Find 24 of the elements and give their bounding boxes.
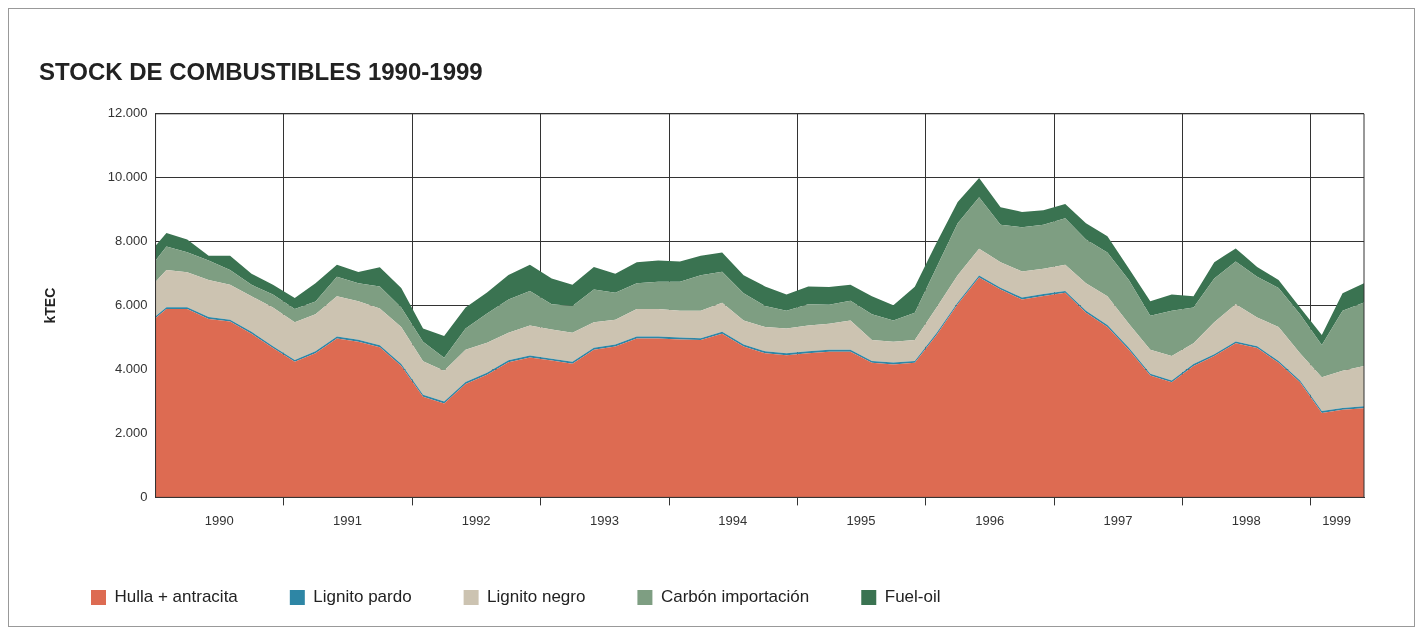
legend-label: Lignito negro xyxy=(487,587,586,607)
legend-label: Hulla + antracita xyxy=(114,587,239,607)
y-tick-label: 8.000 xyxy=(115,233,148,249)
y-tick-label: 12.000 xyxy=(107,105,148,121)
chart-title: STOCK DE COMBUSTIBLES 1990-1999 xyxy=(39,58,483,86)
legend-label: Carbón importación xyxy=(660,587,810,607)
x-tick-label: 1990 xyxy=(204,512,234,528)
x-tick-label: 1994 xyxy=(718,512,748,528)
y-tick-label: 6.000 xyxy=(115,297,148,313)
x-tick-label: 1995 xyxy=(846,512,876,528)
x-tick-label: 1996 xyxy=(975,512,1005,528)
y-tick-label: 10.000 xyxy=(107,169,148,185)
x-tick-label: 1991 xyxy=(333,512,362,528)
y-tick-label: 2.000 xyxy=(115,425,148,441)
x-tick-label: 1993 xyxy=(589,512,619,528)
y-tick-label: 0 xyxy=(140,488,148,504)
x-tick-label: 1998 xyxy=(1231,512,1261,528)
legend-label: Lignito pardo xyxy=(313,587,412,607)
y-tick-label: 4.000 xyxy=(115,361,148,377)
y-axis-title: kTEC xyxy=(42,287,59,324)
x-tick-label: 1997 xyxy=(1103,512,1133,528)
x-tick-label: 1992 xyxy=(461,512,491,528)
x-tick-label: 1999 xyxy=(1322,512,1352,528)
legend-label: Fuel-oil xyxy=(884,587,941,607)
